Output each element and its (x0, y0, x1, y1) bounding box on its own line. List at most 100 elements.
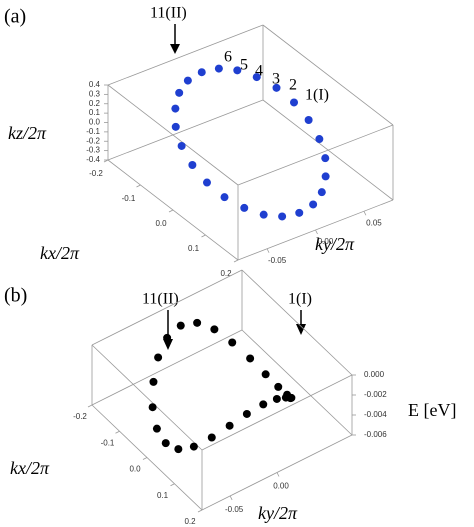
point (321, 172, 330, 181)
annotation: 11(II) (150, 5, 187, 22)
z-tick-label: -0.002 (364, 390, 387, 399)
box-edge (91, 269, 243, 346)
tick-mark (363, 211, 367, 216)
box-edge (241, 329, 353, 436)
x-tick-label: 0.0 (155, 219, 167, 228)
box-edge (201, 374, 353, 451)
arrow-head (296, 324, 306, 335)
point (225, 421, 234, 430)
point (149, 377, 158, 386)
box-edge (241, 269, 353, 376)
x-tick-label: -0.1 (122, 194, 136, 203)
z-tick-label: 0.3 (89, 89, 101, 98)
tick-mark (136, 184, 141, 188)
x-tick-label: -0.1 (101, 438, 115, 447)
point (272, 394, 281, 403)
point (246, 354, 255, 363)
point (295, 208, 304, 217)
point (278, 212, 287, 221)
z-tick-label: -0.006 (364, 430, 387, 439)
z-tick-label: -0.1 (86, 127, 100, 136)
y-axis-label: ky/2π (315, 234, 355, 254)
box-edge (107, 84, 239, 186)
point (161, 439, 170, 448)
tick-mark (142, 457, 148, 460)
tick-mark (87, 404, 93, 408)
point (259, 210, 268, 219)
point (175, 88, 184, 97)
point (174, 445, 183, 454)
point (152, 424, 161, 433)
box-edge (107, 24, 264, 86)
point (274, 382, 283, 391)
arrow-head (170, 44, 180, 54)
point (259, 400, 268, 409)
z-tick-label: -0.4 (86, 155, 100, 164)
point (189, 442, 198, 451)
point (304, 116, 313, 124)
point (154, 353, 163, 362)
z-tick-label: -0.3 (86, 146, 100, 155)
y-tick-label: 0.00 (273, 482, 289, 491)
tick-mark (266, 248, 270, 253)
point (281, 393, 290, 402)
x-axis-label: kx/2π (40, 243, 80, 263)
tick-mark (315, 229, 318, 235)
point (214, 64, 223, 73)
point (171, 122, 180, 131)
z-tick-label: 0.000 (364, 370, 385, 379)
point (252, 73, 261, 82)
annotation: 1(I) (288, 291, 312, 308)
y-tick-label: 0.05 (366, 218, 382, 227)
tick-mark (276, 472, 280, 477)
annotation: 2 (289, 77, 297, 94)
z-axis-label: E [eV] (408, 400, 456, 420)
annotation: 4 (255, 63, 263, 80)
annotation: 11(II) (142, 291, 179, 308)
point (261, 370, 270, 379)
annotation: 5 (240, 57, 248, 74)
x-tick-label: 0.0 (129, 465, 141, 474)
z-tick-label: -0.2 (86, 136, 100, 145)
x-tick-label: -0.2 (89, 169, 103, 178)
tick-mark (170, 483, 175, 487)
annotation: 6 (224, 49, 232, 66)
box-edge (91, 329, 243, 406)
tick-mark (201, 234, 206, 238)
tick-mark (168, 209, 174, 213)
x-tick-label: 0.2 (184, 517, 196, 526)
point (233, 66, 242, 75)
box-edge (91, 344, 203, 451)
z-tick-label: -0.004 (364, 410, 387, 419)
point (272, 83, 281, 92)
y-tick-label: 0.00 (318, 237, 334, 246)
x-tick-label: 0.1 (188, 244, 200, 253)
x-tick-label: 0.1 (157, 491, 169, 500)
point (193, 318, 202, 327)
box-edge (107, 99, 264, 161)
annotation: 1(I) (305, 87, 329, 104)
point (148, 403, 157, 412)
y-axis-label: ky/2π (258, 503, 298, 523)
tick-mark (233, 259, 239, 263)
panel-label: (b) (4, 285, 27, 307)
box-edge (237, 124, 394, 186)
point (309, 200, 318, 209)
point (317, 188, 326, 197)
point (176, 321, 185, 330)
point (177, 141, 186, 150)
z-axis-label: kz/2π (8, 123, 47, 143)
z-tick-label: 0.0 (89, 118, 101, 127)
point (163, 333, 172, 342)
point (197, 68, 206, 77)
point (183, 76, 192, 85)
panel-label: (a) (4, 6, 26, 28)
tick-mark (197, 509, 203, 513)
x-tick-label: -0.2 (73, 412, 87, 421)
z-tick-label: 0.4 (89, 80, 101, 89)
point (207, 433, 216, 442)
y-tick-label: -0.05 (268, 256, 287, 265)
y-tick-label: -0.05 (225, 505, 244, 514)
point (220, 193, 229, 202)
